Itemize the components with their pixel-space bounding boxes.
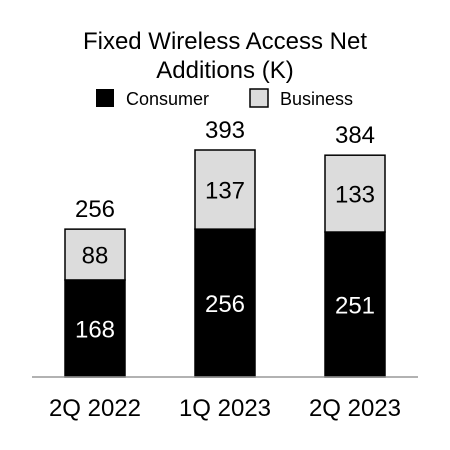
- bar-consumer-1: [64, 279, 126, 378]
- x-tick-label-1: 2Q 2022: [49, 395, 141, 422]
- chart-title-line-2: Additions (K): [156, 57, 293, 84]
- data-label-business-2: 137: [205, 178, 245, 205]
- total-label-3: 384: [335, 122, 375, 149]
- bar-business-3: [324, 154, 386, 233]
- legend-label-consumer: Consumer: [126, 89, 209, 109]
- data-label-consumer-1: 168: [75, 316, 115, 343]
- total-label-2: 393: [205, 117, 245, 144]
- total-label-1: 256: [75, 196, 115, 223]
- data-label-consumer-3: 251: [335, 293, 375, 320]
- data-label-business-3: 133: [335, 182, 375, 209]
- x-tick-label-3: 2Q 2023: [309, 395, 401, 422]
- data-label-business-1: 88: [82, 243, 109, 270]
- chart-title-line-1: Fixed Wireless Access Net: [83, 28, 367, 55]
- bar-business-2: [194, 149, 256, 230]
- legend-label-business: Business: [280, 89, 353, 109]
- legend-swatch-consumer: [96, 89, 114, 107]
- bar-business-1: [64, 228, 126, 281]
- bar-group: 168 88 256 2Q 2022 256 137 393 1Q 2023 251 133 384…: [49, 117, 401, 422]
- legend-swatch-business: [249, 88, 269, 108]
- x-tick-label-2: 1Q 2023: [179, 395, 271, 422]
- data-label-consumer-2: 256: [205, 291, 245, 318]
